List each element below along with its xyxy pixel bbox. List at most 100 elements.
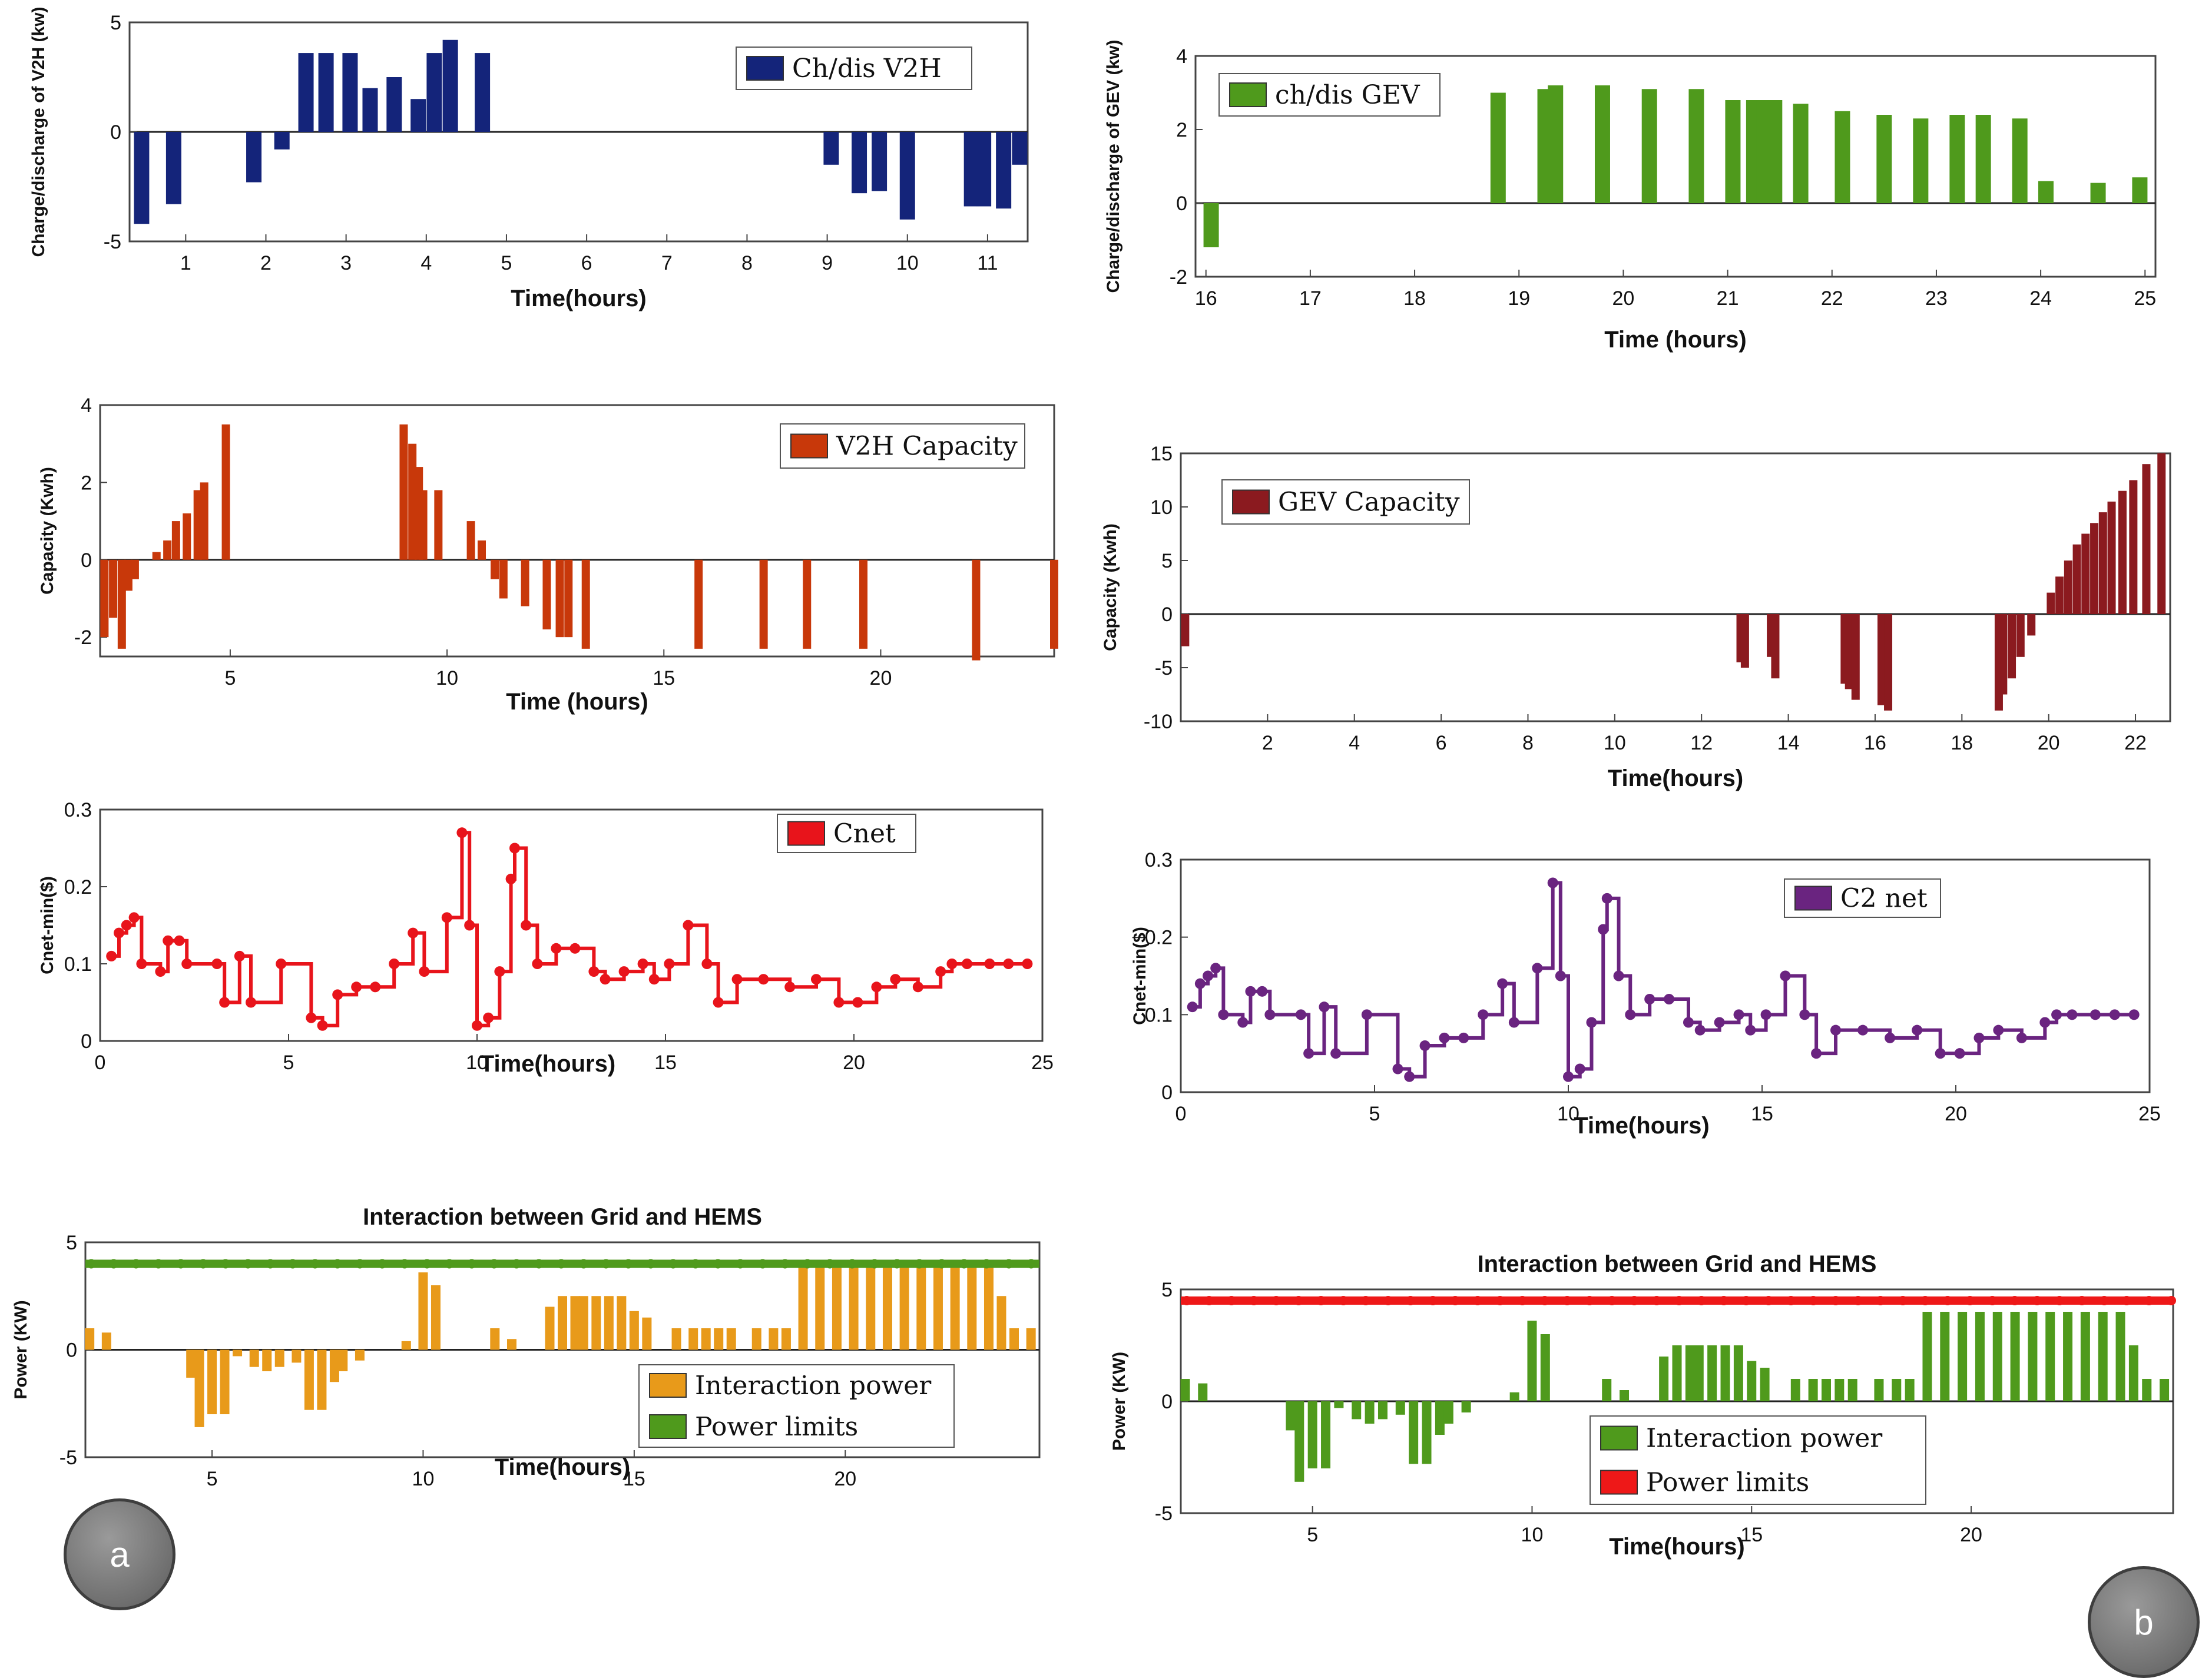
y-axis-label: Power (KW) xyxy=(11,1300,31,1399)
power-limit-marker xyxy=(1004,1259,1014,1269)
power-limit-marker xyxy=(1965,1296,1975,1305)
power-limit-marker xyxy=(2010,1296,2019,1305)
bar xyxy=(1548,85,1564,203)
bar xyxy=(591,1296,601,1350)
bar xyxy=(1641,89,1657,203)
bar xyxy=(1720,1345,1730,1401)
power-limit-marker xyxy=(400,1259,409,1269)
power-limit-marker xyxy=(355,1259,365,1269)
bar xyxy=(2128,1345,2138,1401)
power-limit-marker xyxy=(2032,1296,2042,1305)
bar xyxy=(1975,1312,1985,1401)
power-limit-marker xyxy=(1518,1296,1527,1305)
bar xyxy=(2045,1312,2055,1401)
data-point xyxy=(2109,1009,2120,1020)
bar xyxy=(967,1264,977,1350)
power-limit-marker xyxy=(579,1259,588,1269)
power-limit-marker xyxy=(624,1259,633,1269)
x-tick-label: 15 xyxy=(653,667,675,689)
x-tick-label: 5 xyxy=(207,1468,218,1490)
legend-label: Interaction power xyxy=(1646,1424,1883,1454)
data-point xyxy=(211,959,223,969)
x-tick-label: 15 xyxy=(654,1052,677,1074)
bar xyxy=(1672,1345,1682,1401)
x-axis-label: Time (hours) xyxy=(1604,327,1747,353)
bar xyxy=(2160,1379,2170,1401)
x-tick-label: 22 xyxy=(1821,287,1843,310)
y-tick-label: -5 xyxy=(1155,1503,1173,1525)
bar xyxy=(1443,1401,1453,1424)
bar xyxy=(1409,1401,1419,1464)
data-point xyxy=(683,920,694,931)
x-tick-label: 10 xyxy=(1557,1103,1579,1125)
bar xyxy=(1688,89,1704,203)
legend: ch/dis GEV xyxy=(1218,73,1441,117)
power-limit-marker xyxy=(534,1259,544,1269)
data-point xyxy=(234,950,245,961)
panel-badge-a: a xyxy=(64,1498,175,1610)
power-limit-marker xyxy=(1562,1296,1572,1305)
bar xyxy=(134,132,150,224)
power-limit-marker xyxy=(2100,1296,2109,1305)
power-limit-marker xyxy=(131,1259,141,1269)
bar xyxy=(694,559,703,649)
chart-panel-1: -5 0 5 1 2 3 4 5 6 7 8 9 10 11 Ch/dis V2H Time(hours) Ch… xyxy=(29,6,1029,311)
bar xyxy=(916,1264,926,1350)
power-limit-marker xyxy=(2122,1296,2131,1305)
bar xyxy=(629,1311,639,1350)
data-point xyxy=(1694,1024,1706,1036)
legend: Interaction power Power limits xyxy=(1590,1415,1926,1505)
x-tick-label: 25 xyxy=(2138,1103,2161,1125)
bar xyxy=(221,424,230,560)
bar xyxy=(1602,1379,1612,1401)
y-axis-label: Charge/discharge of GEV (kw) xyxy=(1104,39,1123,293)
bar xyxy=(2063,1312,2073,1401)
bar xyxy=(1377,1401,1388,1420)
y-axis-label: Power (KW) xyxy=(1110,1352,1129,1451)
data-point xyxy=(731,974,743,985)
data-point xyxy=(494,966,505,977)
x-tick-label: 18 xyxy=(1951,732,1973,754)
power-limit-marker xyxy=(1898,1296,1908,1305)
bar xyxy=(1790,1379,1800,1401)
bar xyxy=(1009,1328,1019,1350)
bar xyxy=(617,1296,627,1350)
data-point xyxy=(509,843,520,854)
bar xyxy=(1307,1401,1317,1468)
power-limit-marker xyxy=(646,1259,655,1269)
bar xyxy=(2157,453,2166,614)
power-limit-marker xyxy=(243,1259,253,1269)
power-limit-marker xyxy=(601,1259,611,1269)
power-limit-marker xyxy=(1607,1296,1617,1305)
x-axis-label: Time(hours) xyxy=(1574,1113,1709,1139)
data-point xyxy=(114,927,124,939)
bar xyxy=(2047,592,2055,614)
data-point xyxy=(1830,1024,1842,1036)
bar xyxy=(545,1306,555,1350)
power-limit-marker xyxy=(512,1259,521,1269)
bar xyxy=(882,1264,892,1350)
bar xyxy=(1509,1392,1519,1401)
bar xyxy=(506,1339,516,1350)
bar xyxy=(2080,1312,2090,1401)
legend-swatch xyxy=(1232,489,1270,515)
data-point xyxy=(332,989,343,1000)
data-point xyxy=(1555,970,1566,981)
bar xyxy=(1992,1312,2002,1401)
y-tick-label: 0.3 xyxy=(64,799,92,821)
power-limit-marker xyxy=(1630,1296,1639,1305)
x-tick-label: 5 xyxy=(283,1052,294,1074)
data-point xyxy=(811,974,822,985)
bar xyxy=(292,1349,302,1363)
legend-label: C2 net xyxy=(1840,884,1928,914)
power-limit-marker xyxy=(1316,1296,1326,1305)
bar xyxy=(972,559,981,661)
y-axis-label: Charge/discharge of V2H (kw) xyxy=(29,6,48,257)
power-limit-marker xyxy=(1943,1296,1952,1305)
chart-panel-7: -5 0 5 5 10 15 20 Interaction power Power limits… xyxy=(11,1204,1041,1490)
x-tick-label: 2 xyxy=(1262,732,1273,754)
bar xyxy=(984,1264,994,1350)
power-limit-marker xyxy=(870,1259,879,1269)
power-limit-marker xyxy=(736,1259,745,1269)
